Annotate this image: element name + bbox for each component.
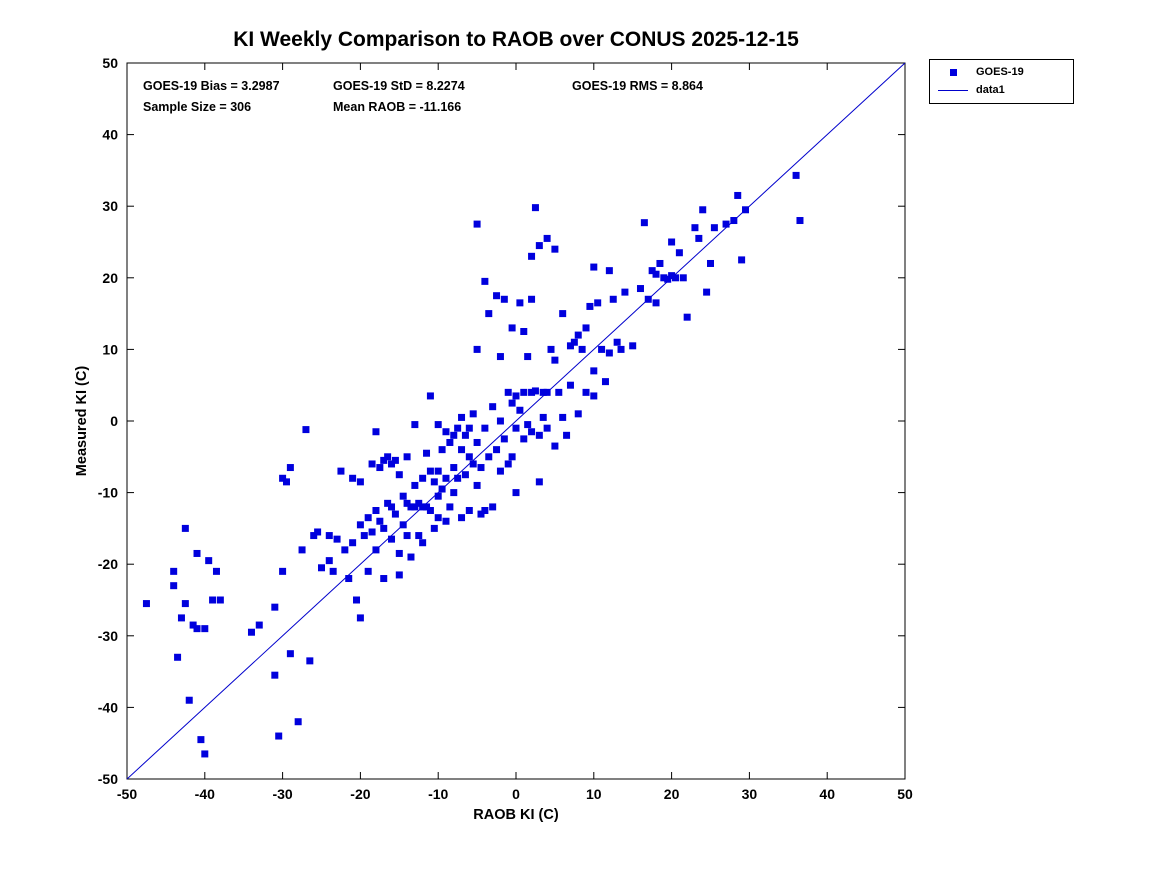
svg-text:50: 50 [102,55,118,71]
svg-text:RAOB KI (C): RAOB KI (C) [473,807,559,823]
svg-text:-50: -50 [117,786,137,802]
svg-text:20: 20 [664,786,680,802]
goes19-marker-icon [930,68,976,76]
svg-text:50: 50 [897,786,913,802]
data1-line-icon [930,89,976,91]
svg-text:40: 40 [102,127,118,143]
svg-text:Measured KI (C): Measured KI (C) [74,366,90,477]
svg-text:-10: -10 [428,786,448,802]
stat-bias: GOES-19 Bias = 3.2987 [143,79,280,93]
legend: GOES-19 data1 [929,59,1074,104]
axis-ticks [126,62,906,780]
svg-text:-20: -20 [98,556,118,572]
scatter-points [142,171,804,758]
svg-text:20: 20 [102,270,118,286]
legend-entry-data1: data1 [930,81,1073,99]
identity-line [126,62,906,780]
stat-mean-raob: Mean RAOB = -11.166 [333,100,462,114]
legend-label-data1: data1 [976,84,1005,96]
svg-text:-40: -40 [195,786,215,802]
stat-sample-size: Sample Size = 306 [143,100,252,114]
stat-std: GOES-19 StD = 8.2274 [333,79,465,93]
svg-text:0: 0 [512,786,520,802]
svg-text:30: 30 [742,786,758,802]
svg-text:-30: -30 [98,628,118,644]
axis-labels: RAOB KI (C) Measured KI (C) [74,366,559,823]
svg-text:30: 30 [102,198,118,214]
svg-text:10: 10 [102,341,118,357]
svg-text:-40: -40 [98,699,118,715]
stat-rms: GOES-19 RMS = 8.864 [572,79,703,93]
svg-text:-20: -20 [350,786,370,802]
axis-tick-labels: -50 -40 -30 -20 -10 0 10 20 30 40 50 -50 -40 -30 -20 -1… [98,55,913,802]
legend-label-goes19: GOES-19 [976,66,1024,78]
chart-title: KI Weekly Comparison to RAOB over CONUS … [233,28,799,51]
svg-text:-30: -30 [272,786,292,802]
legend-entry-goes19: GOES-19 [930,63,1073,81]
svg-text:10: 10 [586,786,602,802]
svg-text:40: 40 [819,786,835,802]
svg-text:0: 0 [110,413,118,429]
svg-text:-50: -50 [98,771,118,787]
svg-text:-10: -10 [98,485,118,501]
